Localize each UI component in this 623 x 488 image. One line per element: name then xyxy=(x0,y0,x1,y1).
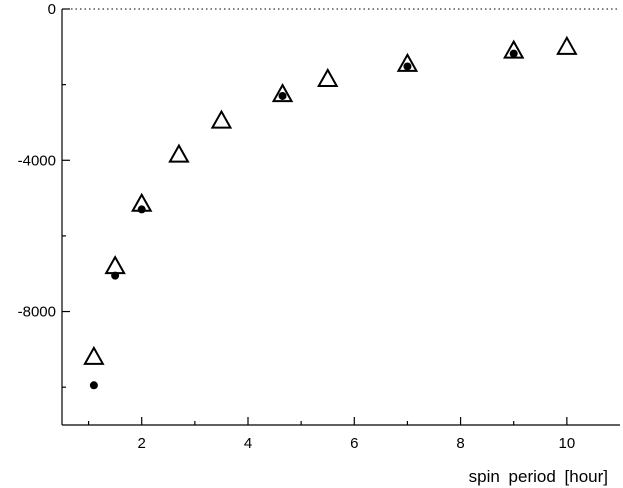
x-tick-label: 10 xyxy=(559,435,576,452)
triangle-point xyxy=(83,345,105,365)
triangle-point xyxy=(168,143,190,163)
triangle-point xyxy=(556,35,578,55)
x-tick-label: 4 xyxy=(244,435,252,452)
filled-circle-point xyxy=(278,91,287,100)
filled-circle-point xyxy=(403,62,412,71)
x-tick-label: 2 xyxy=(138,435,146,452)
x-tick-label: 8 xyxy=(456,435,464,452)
y-tick-label: 0 xyxy=(48,1,56,18)
triangle-point xyxy=(104,255,126,275)
triangle-point xyxy=(396,52,419,72)
x-axis-title: spin period [hour] xyxy=(469,467,608,486)
filled-circle-point xyxy=(509,49,518,58)
y-tick-label: -4000 xyxy=(18,152,56,169)
triangle-point xyxy=(210,109,233,129)
filled-circle-point xyxy=(137,205,146,214)
y-tick-label: -8000 xyxy=(18,304,56,321)
triangle-point xyxy=(271,83,294,103)
filled-circle-point xyxy=(89,381,98,390)
triangle-point xyxy=(317,67,339,87)
filled-circle-point xyxy=(111,271,120,280)
x-tick-label: 6 xyxy=(350,435,358,452)
